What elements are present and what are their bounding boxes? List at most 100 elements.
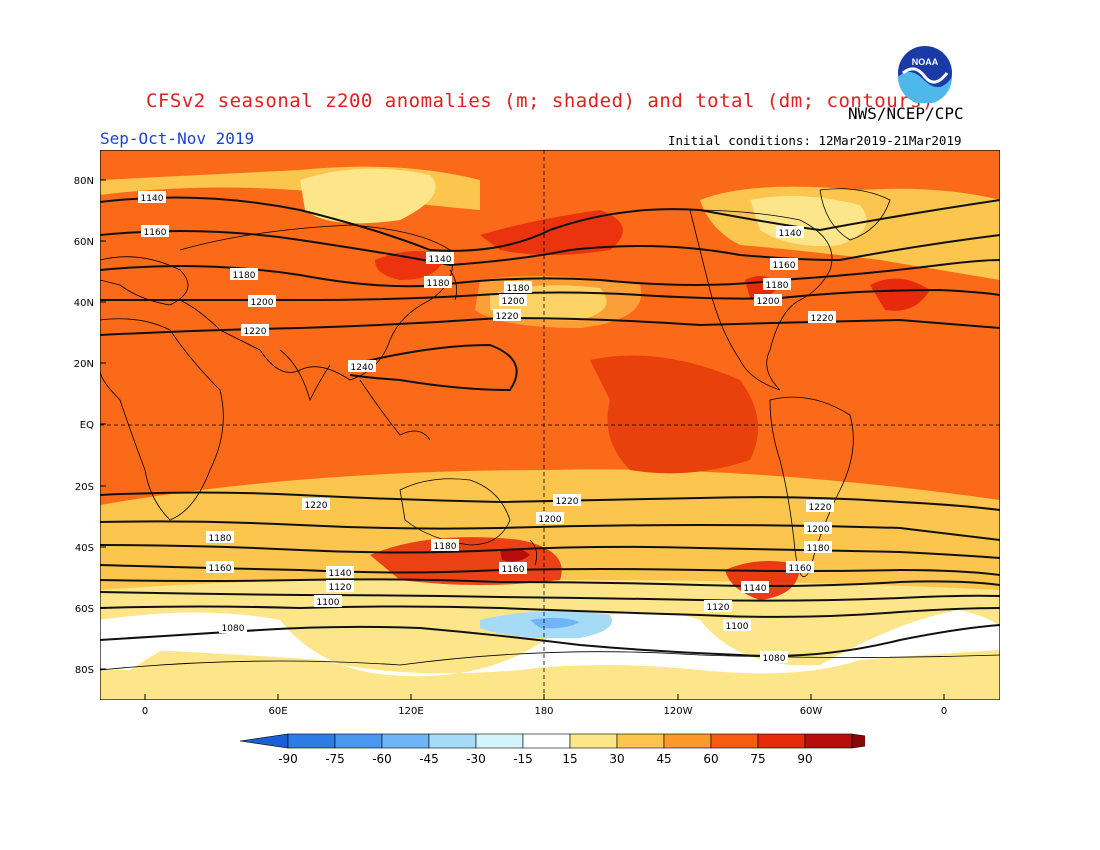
contour-label: 1200 [754,294,782,307]
shade-15-30-arctic [300,168,436,224]
contour-label-text: 1140 [779,229,802,239]
contour-label-layer: 1140 1160 1180 1200 1220 1240 1140 1180 1180 1200… [138,191,836,664]
contour-label: 1080 [219,621,247,634]
lat-label-80s: 80S [75,665,94,676]
contour-label: 1140 [741,581,769,594]
chart-title: CFSv2 seasonal z200 anomalies (m; shaded… [146,90,934,112]
contour-1180-sh [100,544,1000,559]
contour-label: 1180 [424,276,452,289]
initial-conditions-label: Initial conditions: 12Mar2019-21Mar2019 [668,133,962,148]
shade-near-zero-antarctic [100,610,1000,677]
coast-australia [399,478,511,546]
coast-nz [529,539,538,566]
contour-label-text: 1220 [809,503,832,513]
contour-label: 1100 [314,595,342,608]
contour-label: 1220 [553,494,581,507]
colorbar-segment [334,733,383,749]
contour-label: 1220 [493,309,521,322]
shade-negative-core [530,617,580,629]
contour-1200-sh [100,520,1000,541]
colorbar-segment [616,733,665,749]
colorbar-labels: -90 -75 -60 -45 -30 -15 15 30 45 60 75 90 [278,752,812,766]
lat-label-40s: 40S [75,543,94,554]
contour-label-text: 1200 [539,515,562,525]
contour-label-text: 1180 [434,542,457,552]
colorbar-left-arrow [240,733,289,749]
colorbar-segment [710,733,759,749]
contour-label: 1180 [230,268,258,281]
contour-label: 1220 [808,311,836,324]
lat-label-eq: EQ [80,420,94,431]
contour-label-text: 1160 [502,565,525,575]
contour-label-text: 1200 [502,297,525,307]
noaa-logo: NOAA [896,44,954,103]
contour-label-text: 1220 [811,314,834,324]
contour-1140-sh [100,578,1000,587]
contour-label-text: 1180 [209,534,232,544]
colorbar-segment [804,733,853,749]
lat-label-60n: 60N [74,237,94,248]
contour-label-text: 1160 [789,564,812,574]
contour-label: 1080 [760,651,788,664]
contour-label-text: 1220 [305,501,328,511]
tick-marks [100,179,945,700]
contour-1160-nh [100,230,1000,267]
lon-label-120w: 120W [664,706,693,717]
contour-label-text: 1160 [209,564,232,574]
colorbar-segment [287,733,336,749]
contour-label: 1180 [504,281,532,294]
lat-label-40n: 40N [74,298,94,309]
contour-label-text: 1140 [329,569,352,579]
contour-label: 1140 [138,191,166,204]
contour-1240 [349,343,518,392]
colorbar-label: 45 [656,752,671,766]
lon-label-60e: 60E [268,706,287,717]
contour-label: 1220 [241,324,269,337]
contour-1200-nh [100,288,1000,301]
coast-india [279,349,331,402]
lat-label-80n: 80N [74,176,94,187]
lat-label-20s: 20S [75,482,94,493]
contour-label-text: 1220 [496,312,519,322]
contour-label: 1220 [806,500,834,513]
logo-text: NOAA [912,57,939,67]
colorbar-label: -45 [419,752,439,766]
contour-label-text: 1180 [766,281,789,291]
contour-label-text: 1140 [744,584,767,594]
contour-label-text: 1080 [763,654,786,664]
colorbar-segment [522,733,571,749]
contour-label: 1200 [499,294,527,307]
contour-label-text: 1200 [807,525,830,535]
coast-asia [179,224,453,381]
lat-label-20n: 20N [74,359,94,370]
contour-label: 1220 [302,498,330,511]
coast-japan [449,269,458,301]
contour-1080-sh [100,624,1000,657]
coast-greenland [819,188,891,241]
contour-label-text: 1240 [351,363,374,373]
contour-label: 1160 [499,562,527,575]
contour-1180-nh [100,259,1000,288]
contour-label-text: 1220 [556,497,579,507]
season-label: Sep-Oct-Nov 2019 [100,129,255,148]
contour-label: 1120 [326,580,354,593]
lon-label-180: 180 [534,706,553,717]
coast-namerica [689,209,833,391]
contour-label-text: 1180 [807,544,830,554]
contour-label: 1120 [704,600,732,613]
contour-label-text: 1140 [429,255,452,265]
colorbar-label: -90 [278,752,298,766]
longitude-labels: 0 60E 120E 180 120W 60W 0 [142,706,947,717]
shade-near-zero-sw [100,626,190,670]
contour-label: 1160 [786,561,814,574]
contour-label: 1100 [723,619,751,632]
colorbar-segment [569,733,618,749]
contour-label: 1140 [776,226,804,239]
colorbar-label: 75 [750,752,765,766]
colorbar-segment [757,733,806,749]
colorbar-label: -60 [372,752,392,766]
shade-90-swpac [500,548,530,562]
colorbar-right-arrow [851,733,865,749]
lon-label-0-east: 0 [941,706,947,717]
colorbar: -90 -75 -60 -45 -30 -15 15 30 45 60 75 90 [240,733,865,766]
